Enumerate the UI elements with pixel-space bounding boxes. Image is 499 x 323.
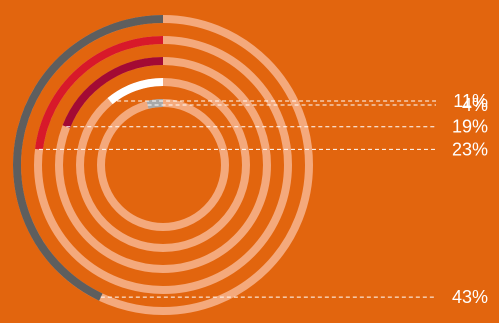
percentage-label-2: 23% (452, 139, 488, 159)
percentage-label-5: 4% (462, 95, 488, 115)
percentage-label-3: 19% (452, 117, 488, 137)
value-arc-1 (13, 15, 164, 301)
percentage-label-4: 11% (453, 91, 488, 111)
ring-track-5 (97, 99, 229, 231)
value-arcs (13, 15, 164, 301)
percentage-labels: 43% 23%19% 11%4% (452, 91, 488, 307)
percentage-label-1: 43% (452, 287, 488, 307)
value-arc-3 (62, 57, 164, 129)
value-arc-2 (35, 36, 164, 150)
leader-lines (38, 100, 436, 298)
value-arc-4 (107, 78, 164, 105)
